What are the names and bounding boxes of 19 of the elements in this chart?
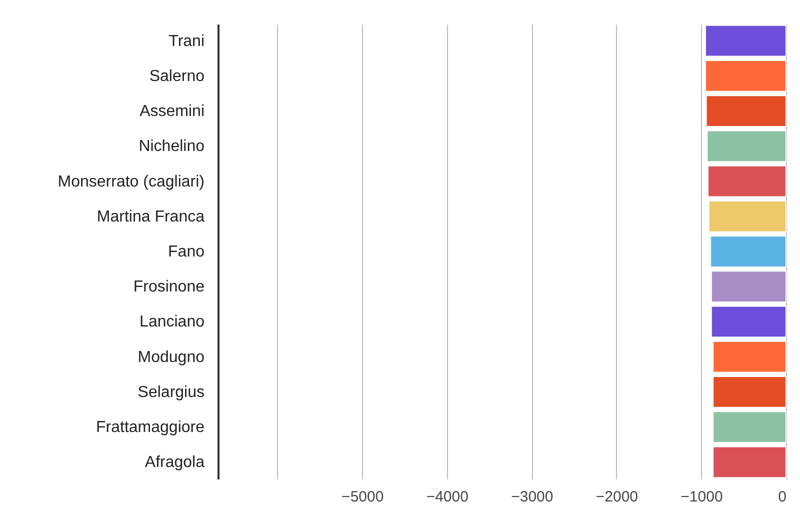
x-tick-label: −4000 bbox=[426, 488, 468, 506]
y-tick-label: Frattamaggiore bbox=[96, 419, 205, 436]
y-tick-label: Martina Franca bbox=[96, 208, 205, 226]
y-tick-label: Frosinone bbox=[133, 278, 205, 296]
y-tick-label: Afragola bbox=[144, 454, 205, 472]
x-tick-label: 0 bbox=[778, 488, 786, 506]
y-tick-label: Fano bbox=[168, 244, 205, 260]
y-tick-label: Modugno bbox=[138, 348, 205, 366]
y-tick-label: Monserrato (cagliari) bbox=[58, 173, 204, 190]
y-tick-label: Lanciano bbox=[140, 314, 205, 331]
y-tick-label: Salerno bbox=[149, 68, 205, 85]
y-tick-label: Assemini bbox=[140, 103, 204, 120]
x-tick-label: −1000 bbox=[680, 488, 723, 506]
x-tick-label: −2000 bbox=[596, 488, 638, 506]
y-tick-label: Nichelino bbox=[138, 138, 205, 156]
x-tick-label: −3000 bbox=[511, 488, 554, 506]
x-tick-label: −5000 bbox=[342, 488, 384, 506]
y-tick-label: Trani bbox=[168, 32, 204, 50]
y-tick-label: Selargius bbox=[138, 384, 204, 401]
